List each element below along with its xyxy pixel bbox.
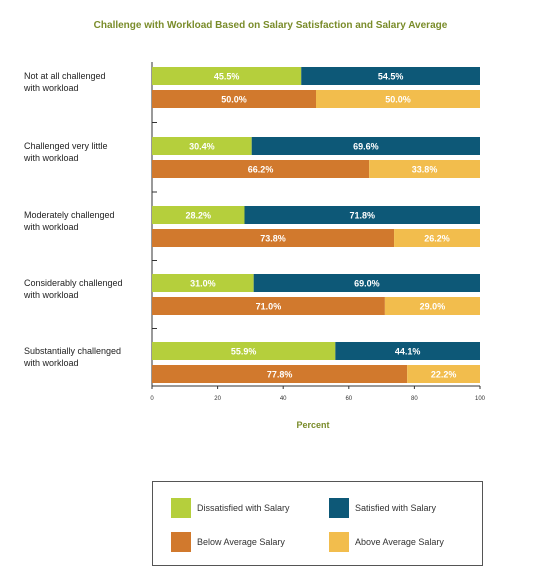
- bar-segment: [152, 274, 254, 292]
- category-label: with workload: [23, 83, 79, 93]
- bar-segment: [253, 274, 480, 292]
- bar-data-label: 66.2%: [248, 165, 274, 175]
- bar-segment: [335, 342, 480, 360]
- legend-swatch: [171, 498, 191, 518]
- x-tick-label: 60: [345, 396, 352, 402]
- x-axis-title: Percent: [296, 420, 329, 430]
- bar-data-label: 26.2%: [424, 234, 450, 244]
- bar-data-label: 30.4%: [189, 142, 215, 152]
- chart-title: Challenge with Workload Based on Salary …: [93, 20, 448, 31]
- bar-segment: [394, 229, 480, 247]
- x-tick-label: 40: [280, 396, 287, 402]
- bar-segment: [369, 160, 480, 178]
- bar-data-label: 50.0%: [385, 95, 411, 105]
- category-label: with workload: [23, 358, 79, 368]
- category-label: Challenged very little: [24, 141, 108, 151]
- category-label: Substantially challenged: [24, 346, 121, 356]
- bar-segment: [152, 297, 385, 315]
- bar-data-label: 45.5%: [214, 72, 240, 82]
- bar-data-label: 33.8%: [412, 165, 438, 175]
- bar-data-label: 22.2%: [431, 370, 457, 380]
- bar-data-label: 71.0%: [256, 302, 282, 312]
- legend-label: Dissatisfied with Salary: [197, 503, 290, 513]
- x-tick-label: 0: [150, 396, 154, 402]
- legend-label: Below Average Salary: [197, 537, 285, 547]
- bar-segment: [244, 206, 480, 224]
- bar-segment: [152, 160, 370, 178]
- legend-label: Above Average Salary: [355, 537, 444, 547]
- chart-plot: 0 20 40 60 80 100 Percent Not at all challenged…: [23, 62, 486, 430]
- legend-item: Above Average Salary: [329, 532, 444, 552]
- bar-segment: [152, 365, 408, 383]
- bar-segment: [152, 90, 316, 108]
- bar-data-label: 50.0%: [221, 95, 247, 105]
- bar-data-label: 69.0%: [354, 279, 380, 289]
- legend-swatch: [171, 532, 191, 552]
- bar-segment: [152, 206, 245, 224]
- bar-segment: [407, 365, 480, 383]
- bar-data-label: 44.1%: [395, 347, 421, 357]
- x-tick-label: 100: [475, 396, 486, 402]
- legend-swatch: [329, 532, 349, 552]
- bar-segment: [316, 90, 480, 108]
- bar-segment: [384, 297, 480, 315]
- legend-swatch: [329, 498, 349, 518]
- bar-data-label: 54.5%: [378, 72, 404, 82]
- bar-data-label: 31.0%: [190, 279, 216, 289]
- x-tick-label: 80: [411, 396, 418, 402]
- category-label: with workload: [23, 222, 79, 232]
- legend-label: Satisfied with Salary: [355, 503, 437, 513]
- bar-data-label: 28.2%: [185, 211, 211, 221]
- category-label: Moderately challenged: [24, 210, 115, 220]
- category-label: Considerably challenged: [24, 278, 123, 288]
- bar-segment: [301, 67, 480, 85]
- legend-item: Satisfied with Salary: [329, 498, 436, 518]
- bar-segment: [152, 229, 395, 247]
- bar-data-label: 73.8%: [260, 234, 286, 244]
- bar-data-label: 55.9%: [231, 347, 257, 357]
- category-label: Not at all challenged: [24, 71, 106, 81]
- bar-segment: [152, 67, 302, 85]
- category-label: with workload: [23, 153, 79, 163]
- bar-data-label: 77.8%: [267, 370, 293, 380]
- legend-item: Dissatisfied with Salary: [171, 498, 290, 518]
- x-tick-label: 20: [214, 396, 221, 402]
- bar-segment: [251, 137, 480, 155]
- bar-data-label: 71.8%: [349, 211, 375, 221]
- bar-data-label: 69.6%: [353, 142, 379, 152]
- bar-segment: [152, 137, 252, 155]
- legend: Dissatisfied with Salary Satisfied with S…: [152, 481, 483, 566]
- bar-segment: [152, 342, 336, 360]
- legend-item: Below Average Salary: [171, 532, 285, 552]
- bar-data-label: 29.0%: [420, 302, 446, 312]
- category-label: with workload: [23, 290, 79, 300]
